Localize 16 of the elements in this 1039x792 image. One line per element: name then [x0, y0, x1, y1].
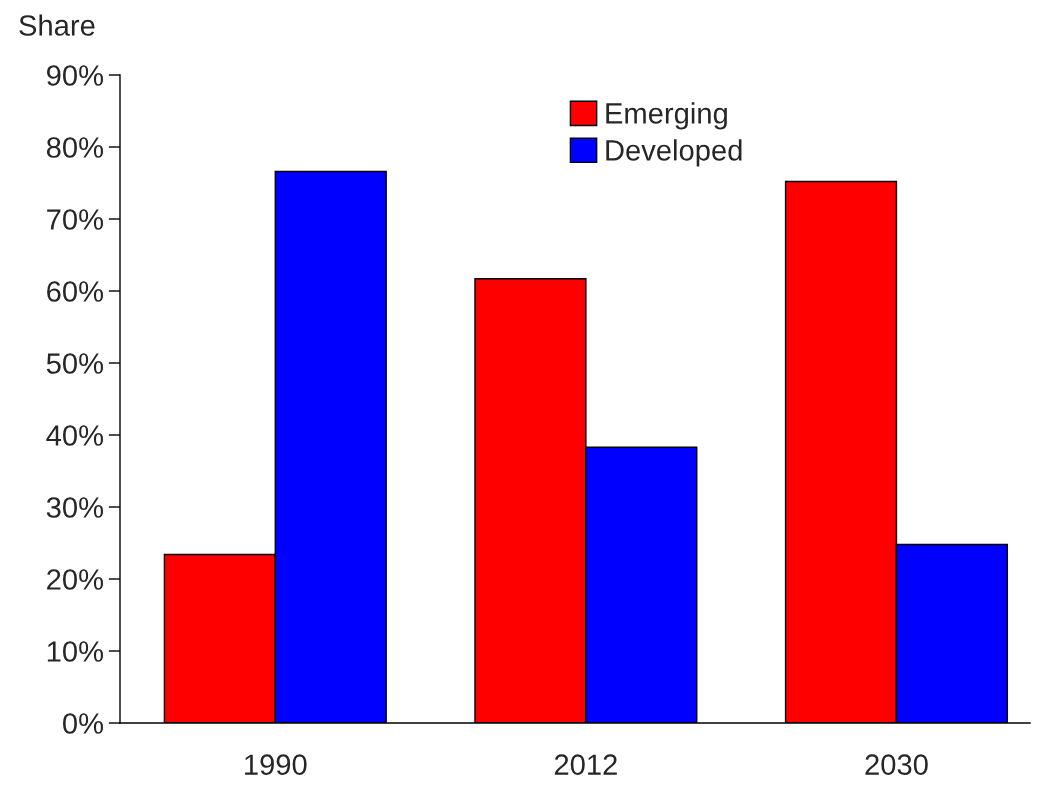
y-axis-title: Share: [19, 14, 95, 36]
y-tick-label: 20%: [47, 569, 103, 590]
x-tick-label: 2012: [554, 754, 617, 775]
y-tick-label: 90%: [47, 65, 103, 86]
legend-label: Emerging: [606, 102, 727, 130]
legend-label: Developed: [606, 139, 742, 167]
y-tick-label: 40%: [46, 425, 103, 446]
y-tick-label: 80%: [46, 137, 103, 158]
y-tick-label: 0%: [63, 713, 103, 734]
x-tick-label: 2030: [865, 754, 928, 775]
y-tick-label: 60%: [47, 281, 103, 302]
y-tick-label: 30%: [46, 497, 103, 518]
y-tick-label: 10%: [47, 641, 103, 662]
y-tick-label: 50%: [46, 353, 103, 374]
y-tick-label: 70%: [47, 209, 103, 230]
x-tick-label: 1990: [245, 754, 307, 775]
